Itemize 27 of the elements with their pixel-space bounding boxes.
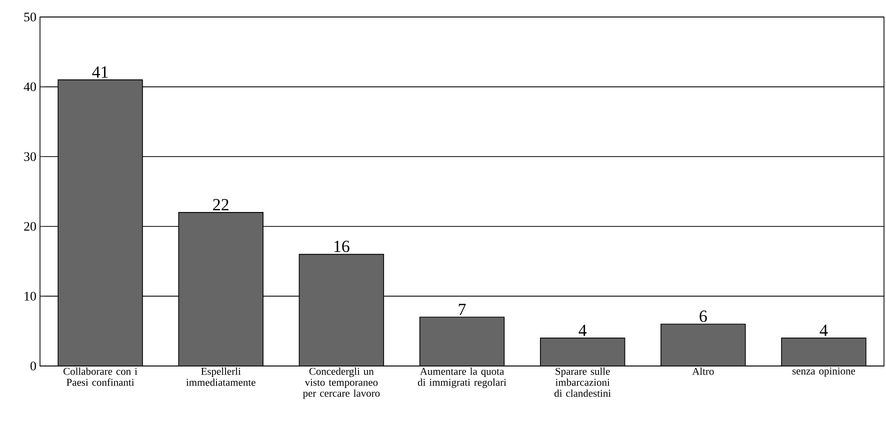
data-label: 4: [820, 324, 828, 336]
data-label: 4: [578, 324, 587, 336]
x-tick-label: Collaborare con i Paesi confinanti: [64, 368, 138, 386]
x-tick-label: Altro: [692, 368, 714, 375]
y-tick-label: 10: [24, 292, 36, 301]
bar: [178, 212, 264, 366]
bar: [419, 316, 505, 366]
data-label: 7: [458, 304, 466, 315]
bar: [298, 254, 384, 366]
y-tick-label: 30: [24, 152, 36, 161]
bar: [660, 324, 746, 366]
y-tick-label: 50: [24, 12, 36, 22]
y-tick-label: 40: [24, 82, 36, 92]
x-tick-label: senza opinione: [792, 368, 856, 377]
x-tick-label: Aumentare la quota di immigrati regolari: [418, 368, 506, 388]
x-tick-label: Espellerli immediatamente: [186, 368, 256, 386]
bar: [58, 79, 143, 366]
data-label: 6: [700, 310, 707, 322]
data-label: 22: [213, 199, 228, 210]
data-label: 16: [334, 240, 350, 252]
x-tick-label: Sparare sulle imbarcazioni di clandestini: [554, 368, 611, 397]
y-tick-label: 0: [30, 362, 36, 370]
y-tick-label: 20: [24, 222, 36, 231]
x-tick-label: Concedergli un visto temporaneo per cercare lavoro: [302, 368, 380, 399]
bar: [781, 338, 866, 366]
data-label: 41: [92, 66, 108, 78]
bar: [540, 338, 626, 366]
